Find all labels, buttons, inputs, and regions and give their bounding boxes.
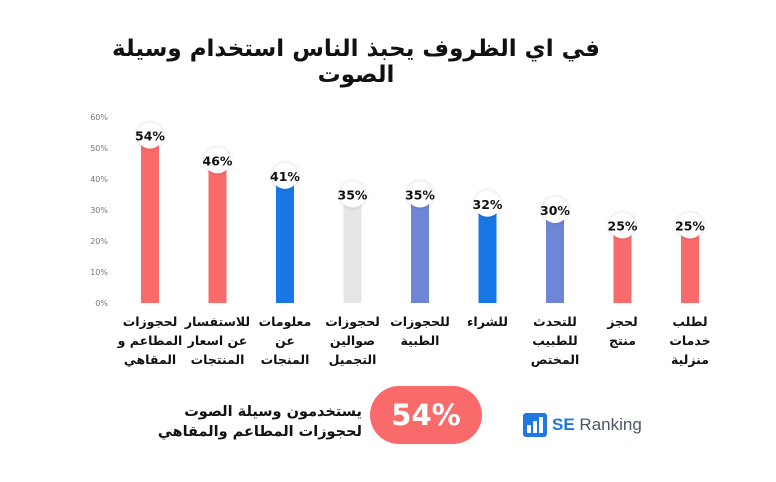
value-label: 30%	[540, 203, 570, 218]
bar	[546, 210, 564, 303]
y-axis: 0% 10% 20% 30% 40% 50% 60%	[90, 113, 108, 308]
x-tick-label-line: المطاعم و	[117, 333, 183, 348]
value-label-background	[677, 212, 703, 239]
x-tick-label-line: الطبية	[400, 333, 440, 348]
bar	[681, 225, 699, 303]
x-tick-label: لحجوزات صوالين التجميل	[311, 312, 395, 369]
brand-prefix: SE	[552, 415, 575, 434]
x-tick-label: للتحدث للطبيب المختص	[513, 312, 597, 369]
bar	[141, 135, 159, 303]
value-label-background	[339, 181, 366, 208]
y-tick-label: 50%	[90, 144, 108, 153]
x-tick-label: لطلب خدمات منزلية	[648, 312, 732, 369]
x-tick-label-line: لحجوزات	[122, 314, 178, 329]
x-tick-label-line: عن	[275, 333, 295, 348]
bar	[411, 194, 429, 303]
x-tick-label: للشراء	[446, 312, 530, 331]
bars: 54% 46% 41% 35% 35% 32% 30% 25% 25%	[135, 122, 705, 303]
value-label: 54%	[135, 129, 165, 144]
x-tick-label-line: التجميل	[328, 352, 377, 367]
brand-logo: SE Ranking	[523, 413, 642, 437]
y-tick-label: 20%	[90, 237, 108, 246]
x-tick-label-line: معلومات	[258, 314, 312, 329]
x-tick-label-line: للتحدث	[533, 314, 577, 329]
chart-title: في اي الظروف يحبذ الناس استخدام وسيلة ال…	[112, 36, 600, 88]
y-tick-label: 30%	[90, 206, 108, 215]
x-tick-label: لحجوزات المطاعم و المقاهي	[108, 312, 192, 369]
x-tick-label-line: المقاهي	[123, 352, 177, 367]
x-tick-label-line: لحجز	[607, 314, 638, 329]
value-label: 32%	[473, 197, 503, 212]
x-tick-label-line: لحجوزات	[325, 314, 380, 329]
x-tick-label-line: المختص	[530, 352, 580, 367]
x-tick-label-line: خدمات	[669, 333, 711, 348]
bar	[276, 175, 294, 303]
value-label: 25%	[675, 219, 705, 234]
value-label: 41%	[270, 169, 300, 184]
y-tick-label: 10%	[90, 268, 108, 277]
value-label-background	[609, 212, 636, 239]
x-tick-label-line: عن اسعار	[187, 333, 248, 348]
x-tick-label: لحجز منتج	[581, 312, 665, 350]
value-label: 25%	[608, 219, 638, 234]
se-ranking-logo-icon	[523, 413, 547, 437]
x-tick-label-line: للطبيب	[532, 333, 578, 348]
x-tick-label-line: للحجوزات	[390, 314, 450, 329]
y-tick-label: 40%	[90, 175, 108, 184]
highlight-line-2: لحجوزات المطاعم والمقاهي	[157, 424, 362, 440]
y-tick-label: 60%	[90, 113, 108, 122]
bar	[478, 203, 497, 303]
value-label-background	[204, 147, 231, 174]
value-label-background	[542, 197, 568, 223]
x-tick-label-line: منزلية	[671, 352, 709, 367]
x-tick-label-line: للاستفسار	[184, 314, 251, 329]
highlight-line-1: يستخدمون وسيلة الصوت	[184, 404, 362, 420]
highlight-text: يستخدمون وسيلة الصوت لحجوزات المطاعم وال…	[152, 402, 362, 442]
value-label: 35%	[405, 188, 435, 203]
y-tick-label: 0%	[95, 299, 108, 308]
x-tick-label-line: المنجات	[260, 352, 310, 367]
x-tick-label: معلومات عن المنجات	[243, 312, 327, 369]
value-label: 46%	[203, 153, 233, 168]
value-label-background	[407, 181, 433, 208]
x-tick-label-line: صوالين	[329, 333, 376, 348]
x-tick-label-line: لطلب	[672, 314, 708, 329]
value-label-background	[137, 122, 163, 149]
value-label: 35%	[338, 188, 368, 203]
x-tick-label: للحجوزات الطبية	[378, 312, 462, 350]
x-tick-label-line: المنتجات	[190, 352, 245, 367]
value-label-background	[272, 162, 298, 189]
value-label-background	[474, 190, 501, 217]
brand-name: Ranking	[579, 415, 642, 434]
highlight-value-pill: 54%	[370, 386, 482, 444]
bar	[208, 160, 227, 303]
x-tick-label-line: للشراء	[467, 314, 508, 329]
x-tick-label: للاستفسار عن اسعار المنتجات	[176, 312, 260, 369]
bar	[613, 225, 632, 303]
x-tick-label-line: منتج	[609, 333, 636, 348]
bar	[343, 194, 362, 303]
